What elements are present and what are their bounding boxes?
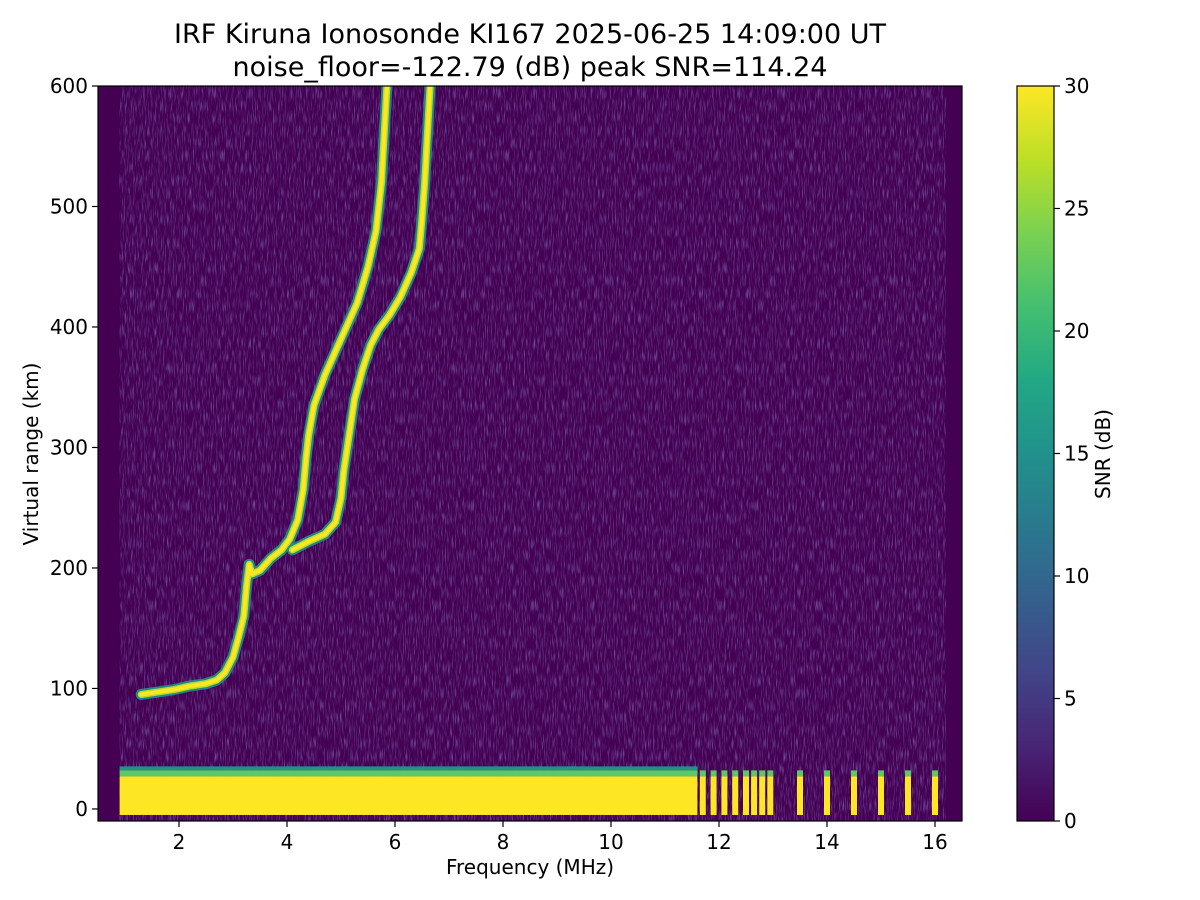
y-tick-label: 100 bbox=[50, 676, 88, 700]
clutter-channel bbox=[797, 776, 803, 815]
y-tick-label: 500 bbox=[50, 194, 88, 218]
clutter-channel-top bbox=[759, 770, 766, 777]
ground-clutter-band-layer bbox=[119, 766, 698, 771]
x-tick-label: 12 bbox=[706, 830, 731, 854]
x-tick-label: 16 bbox=[922, 830, 947, 854]
y-tick-label: 300 bbox=[50, 435, 88, 459]
colorbar-tick-label: 20 bbox=[1064, 319, 1089, 343]
clutter-channel-top bbox=[710, 770, 717, 777]
clutter-channel-top bbox=[905, 770, 911, 777]
echo-trace bbox=[139, 86, 389, 697]
clutter-channel-top bbox=[851, 770, 857, 777]
clutter-channel bbox=[824, 776, 830, 815]
x-tick-label: 2 bbox=[173, 830, 186, 854]
colorbar-tick-label: 0 bbox=[1064, 809, 1077, 833]
echo-trace bbox=[290, 86, 433, 552]
clutter-channel bbox=[751, 776, 758, 815]
clutter-channel bbox=[851, 776, 857, 815]
chart-title-line1: IRF Kiruna Ionosonde KI167 2025-06-25 14… bbox=[174, 19, 887, 50]
clutter-channel-top bbox=[824, 770, 830, 777]
clutter-channel bbox=[732, 776, 739, 815]
colorbar-tick-label: 30 bbox=[1064, 74, 1089, 98]
clutter-channel bbox=[699, 776, 706, 815]
x-axis-label: Frequency (MHz) bbox=[446, 855, 614, 879]
clutter-channel bbox=[743, 776, 749, 815]
plot-area bbox=[97, 85, 963, 822]
x-tick-label: 10 bbox=[598, 830, 623, 854]
x-tick-label: 8 bbox=[497, 830, 510, 854]
clutter-channel bbox=[721, 776, 728, 815]
clutter-channel-top bbox=[699, 770, 706, 777]
colorbar-tick-label: 10 bbox=[1064, 564, 1089, 588]
x-tick-label: 4 bbox=[281, 830, 294, 854]
y-tick-label: 200 bbox=[50, 556, 88, 580]
x-tick-label: 6 bbox=[389, 830, 402, 854]
colorbar: 0 5 10 15 20 25 30 SNR (dB) bbox=[1016, 74, 1115, 833]
colorbar-tick-label: 5 bbox=[1064, 687, 1077, 711]
y-tick-label: 400 bbox=[50, 315, 88, 339]
clutter-channel-top bbox=[767, 770, 774, 777]
data-marks bbox=[119, 86, 938, 815]
y-tick-label: 600 bbox=[50, 74, 88, 98]
ground-clutter-band-layer bbox=[119, 776, 698, 815]
clutter-channel bbox=[905, 776, 911, 815]
clutter-channel-top bbox=[932, 770, 938, 777]
ground-clutter-band-layer bbox=[119, 770, 698, 777]
colorbar-ticks: 0 5 10 15 20 25 30 bbox=[1054, 74, 1089, 833]
clutter-channel bbox=[932, 776, 938, 815]
colorbar-tick-label: 15 bbox=[1064, 442, 1089, 466]
y-axis-label: Virtual range (km) bbox=[19, 363, 43, 546]
clutter-channel-top bbox=[743, 770, 749, 777]
clutter-channel bbox=[878, 776, 884, 815]
noise-texture bbox=[119, 86, 946, 821]
x-tick-label: 14 bbox=[814, 830, 839, 854]
y-tick-label: 0 bbox=[75, 797, 88, 821]
clutter-channel-top bbox=[878, 770, 884, 777]
colorbar-label: SNR (dB) bbox=[1091, 409, 1115, 499]
y-axis: 0 100 200 300 400 500 600 bbox=[50, 74, 98, 821]
plot-frame bbox=[97, 85, 963, 822]
clutter-channel bbox=[759, 776, 766, 815]
clutter-channel-top bbox=[797, 770, 803, 777]
colorbar-gradient bbox=[1016, 85, 1055, 822]
colorbar-tick-label: 25 bbox=[1064, 197, 1089, 221]
clutter-channel bbox=[710, 776, 717, 815]
x-axis: 2 4 6 8 10 12 14 16 bbox=[173, 821, 948, 854]
clutter-channel-top bbox=[732, 770, 739, 777]
clutter-channel-top bbox=[751, 770, 758, 777]
chart-title-line2: noise_floor=-122.79 (dB) peak SNR=114.24 bbox=[233, 52, 828, 83]
clutter-channel-top bbox=[721, 770, 728, 777]
clutter-channel bbox=[767, 776, 774, 815]
